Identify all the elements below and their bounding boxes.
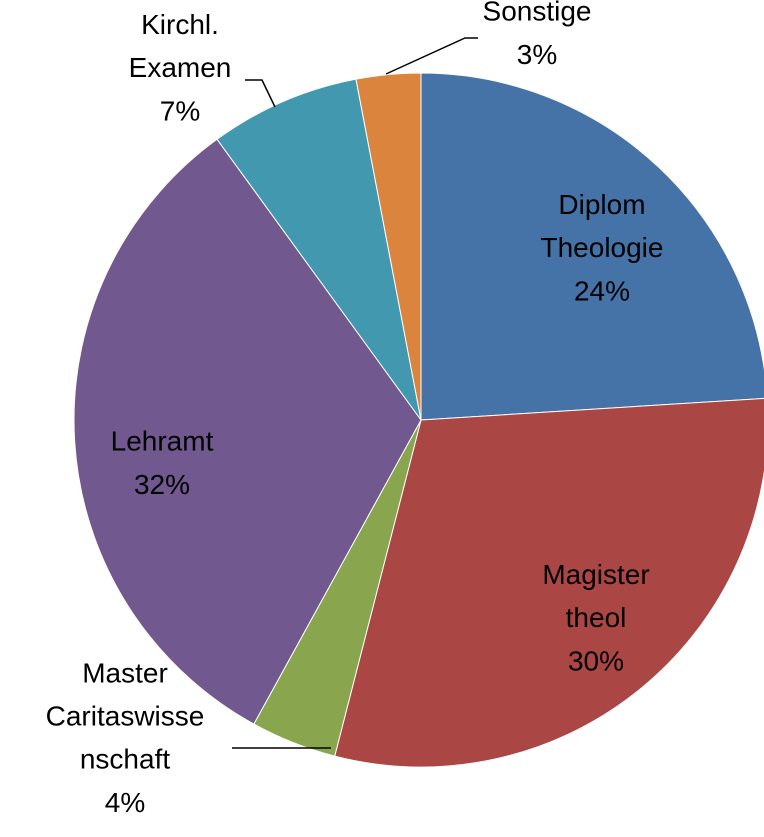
leader-line <box>245 79 276 108</box>
value-label: 7% <box>160 95 200 126</box>
pie-slice <box>73 138 422 725</box>
pie-slice <box>334 397 764 768</box>
pie-slice <box>420 72 764 421</box>
value-label: 24% <box>574 275 630 306</box>
slice-label: Lehramt <box>111 426 214 457</box>
pie-slice <box>355 72 422 421</box>
leader-line <box>385 37 478 75</box>
slice-label: Sonstige <box>483 0 592 27</box>
pie-slice <box>216 78 422 421</box>
slice-label: Kirchl. Examen <box>129 9 232 83</box>
value-label: 32% <box>134 469 190 500</box>
label-line: theol <box>566 602 627 633</box>
label-line: Caritaswisse <box>46 701 205 732</box>
label-line: Diplom <box>558 189 645 220</box>
value-label: 4% <box>105 787 145 818</box>
label-line: Master <box>82 658 168 689</box>
value-label: 30% <box>568 645 624 676</box>
label-line: Lehramt <box>111 426 214 457</box>
label-line: Kirchl. <box>141 9 219 40</box>
label-line: nschaft <box>80 744 170 775</box>
label-line: Theologie <box>541 232 664 263</box>
label-line: Examen <box>129 52 232 83</box>
label-line: Magister <box>542 559 649 590</box>
label-line: Sonstige <box>483 0 592 27</box>
slice-label: Master Caritaswisse nschaft <box>46 658 205 775</box>
value-label: 3% <box>517 39 557 70</box>
slice-label: Magister theol <box>542 559 649 633</box>
slice-label: Diplom Theologie <box>541 189 664 263</box>
